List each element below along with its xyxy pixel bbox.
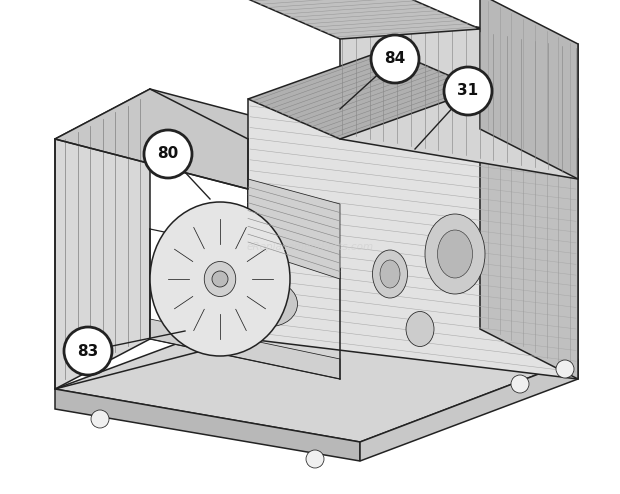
Polygon shape: [340, 4, 578, 179]
Circle shape: [444, 67, 492, 115]
Polygon shape: [248, 0, 480, 39]
Ellipse shape: [373, 250, 407, 298]
Polygon shape: [360, 359, 578, 461]
Circle shape: [371, 35, 419, 83]
Ellipse shape: [425, 214, 485, 294]
Polygon shape: [248, 179, 340, 279]
Ellipse shape: [438, 230, 472, 278]
Ellipse shape: [150, 202, 290, 356]
Circle shape: [91, 410, 109, 428]
Text: 83: 83: [78, 343, 99, 359]
Polygon shape: [55, 306, 578, 442]
Ellipse shape: [242, 282, 298, 327]
Circle shape: [212, 271, 228, 287]
Polygon shape: [480, 0, 578, 179]
Circle shape: [556, 360, 574, 378]
Polygon shape: [248, 99, 578, 379]
Text: 80: 80: [157, 147, 179, 162]
Circle shape: [64, 327, 112, 375]
Circle shape: [306, 450, 324, 468]
Ellipse shape: [380, 260, 400, 288]
Circle shape: [144, 130, 192, 178]
Polygon shape: [55, 89, 150, 389]
Polygon shape: [55, 389, 360, 461]
Polygon shape: [480, 89, 578, 379]
Text: 31: 31: [458, 83, 479, 98]
Polygon shape: [55, 89, 340, 189]
Circle shape: [511, 375, 529, 393]
Polygon shape: [150, 319, 340, 379]
Polygon shape: [248, 49, 480, 139]
Text: eReplacementParts.com: eReplacementParts.com: [246, 242, 374, 252]
Ellipse shape: [406, 312, 434, 346]
Text: 84: 84: [384, 51, 405, 67]
Ellipse shape: [204, 261, 236, 296]
